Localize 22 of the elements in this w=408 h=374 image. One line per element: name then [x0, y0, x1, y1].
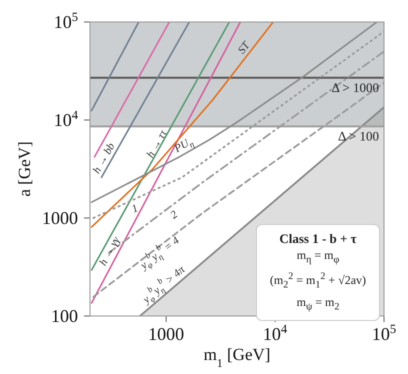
- annotation: (m$_{2}$$^{2}$ = m$_{1}$$^{2}$ + √2av): [268, 270, 368, 293]
- annotation: m$_{ψ}$ = m$_{2}$: [296, 294, 340, 314]
- annotation: Class 1 - b + τ: [278, 230, 358, 247]
- annotation: m$_{η}$ = m$_{φ}$: [296, 247, 340, 268]
- y-tick-label: 1000: [42, 208, 78, 228]
- text: 1: [130, 202, 140, 216]
- x-tick-label: 10$^{4}$: [262, 322, 288, 344]
- text: ST: [235, 38, 253, 56]
- ref-line-label: Δ > 1000: [332, 80, 379, 95]
- text: h → bb: [90, 140, 118, 176]
- text: h → γγ: [96, 234, 122, 268]
- y-tick-label: 10$^{4}$: [54, 108, 79, 130]
- ref-line-label: Δ > 100: [338, 128, 379, 144]
- x-axis-title: m$_{1}$ [GeV]: [204, 345, 270, 370]
- x-tick-label: 10$^{5}$: [372, 322, 396, 344]
- line-series: [90, 22, 274, 228]
- x-tick-label: 1000: [148, 324, 184, 344]
- y-tick-label: 100: [51, 306, 78, 326]
- text: h → ττ: [144, 126, 170, 160]
- y-axis-title: a [GeV]: [15, 141, 34, 197]
- text: 2: [168, 208, 180, 222]
- y-tick-label: 10$^{5}$: [54, 10, 78, 32]
